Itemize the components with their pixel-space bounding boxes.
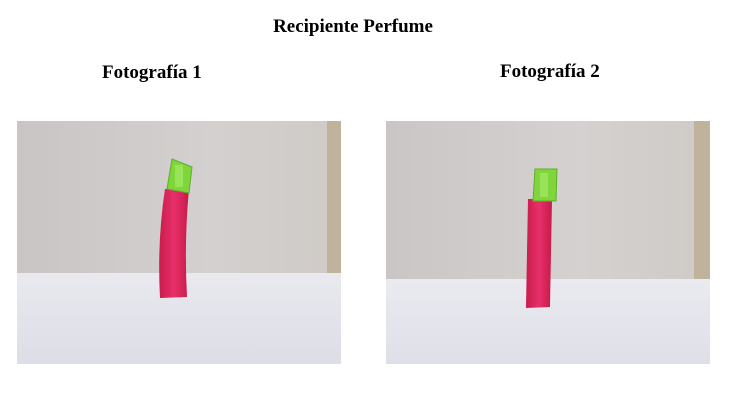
photo-2-caption: Fotografía 2 [500, 61, 600, 82]
perfume-bottle-body [526, 199, 552, 308]
photo-1-caption: Fotografía 1 [102, 62, 202, 83]
photo-2 [386, 121, 710, 364]
photo-1 [17, 121, 341, 364]
document-title: Recipiente Perfume [273, 16, 433, 37]
side-edge [327, 121, 341, 286]
side-edge [694, 121, 710, 289]
perfume-bottle-body [159, 189, 189, 298]
